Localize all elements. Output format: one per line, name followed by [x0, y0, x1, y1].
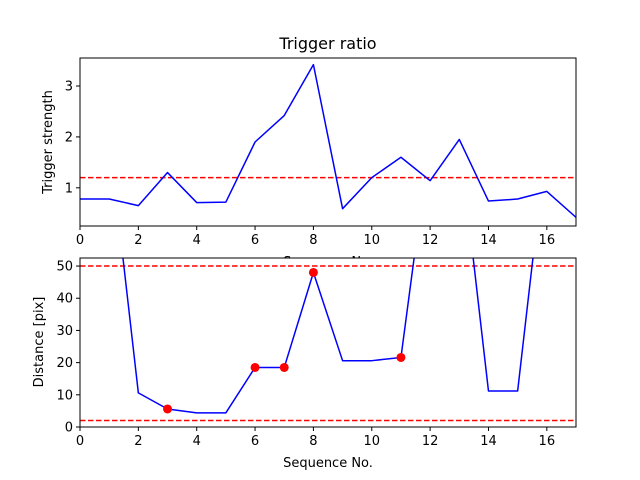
bottom-y-tick-label: 40 [56, 292, 73, 307]
bottom-y-axis-label: Distance [pix] [32, 297, 47, 388]
bottom-y-tick-label: 0 [65, 421, 73, 436]
bottom-y-ticks: 0 10 20 30 40 50 [56, 260, 80, 436]
top-y-ticks: 1 2 3 [65, 80, 80, 196]
bottom-series-group [122, 258, 534, 414]
top-series-line [80, 63, 576, 218]
top-x-tick-label: 12 [422, 233, 439, 248]
top-x-tick-label: 16 [539, 233, 556, 248]
bottom-x-tick-label: 12 [422, 434, 439, 449]
bottom-y-tick-label: 50 [56, 260, 73, 275]
top-y-tick-label: 1 [65, 181, 73, 196]
top-chart-title: Trigger ratio [278, 34, 376, 53]
top-x-tick-label: 4 [193, 233, 201, 248]
top-series-group [80, 63, 576, 218]
top-axes-frame [79, 57, 577, 227]
top-y-axis-label: Trigger strength [41, 90, 56, 195]
top-x-tick-label: 0 [76, 233, 84, 248]
bottom-x-tick-label: 6 [251, 434, 259, 449]
top-x-tick-label: 8 [309, 233, 317, 248]
bottom-data-marker [279, 362, 289, 372]
bottom-data-marker [396, 352, 406, 362]
bottom-y-tick-label: 30 [56, 324, 73, 339]
bottom-axes-frame [79, 257, 577, 428]
bottom-x-axis-label: Sequence No. [283, 456, 373, 471]
top-y-tick-label: 3 [65, 80, 73, 95]
bottom-data-marker [163, 404, 173, 414]
bottom-x-tick-label: 14 [480, 434, 497, 449]
top-x-tick-label: 14 [480, 233, 497, 248]
top-x-tick-label: 10 [363, 233, 380, 248]
bottom-x-tick-label: 0 [76, 434, 84, 449]
bottom-x-ticks: 0 2 4 6 8 10 12 14 16 [76, 427, 555, 449]
bottom-threshold-lines [80, 265, 576, 422]
bottom-subplot: 0 2 4 6 8 10 12 14 16 0 10 20 30 40 50 Sequence No. D… [32, 257, 577, 471]
bottom-x-tick-label: 4 [193, 434, 201, 449]
bottom-data-marker [308, 267, 318, 277]
bottom-x-tick-label: 2 [134, 434, 142, 449]
top-x-tick-label: 2 [134, 233, 142, 248]
bottom-axes-background [80, 258, 576, 427]
bottom-x-tick-label: 10 [363, 434, 380, 449]
top-x-tick-label: 6 [251, 233, 259, 248]
bottom-y-tick-label: 10 [56, 388, 73, 403]
bottom-x-tick-label: 16 [539, 434, 556, 449]
bottom-y-tick-label: 20 [56, 356, 73, 371]
top-x-ticks: 0 2 4 6 8 10 12 14 16 [76, 226, 555, 248]
bottom-series-line [122, 258, 534, 414]
bottom-data-marker [250, 362, 260, 372]
top-y-tick-label: 2 [65, 130, 73, 145]
bottom-x-tick-label: 8 [309, 434, 317, 449]
